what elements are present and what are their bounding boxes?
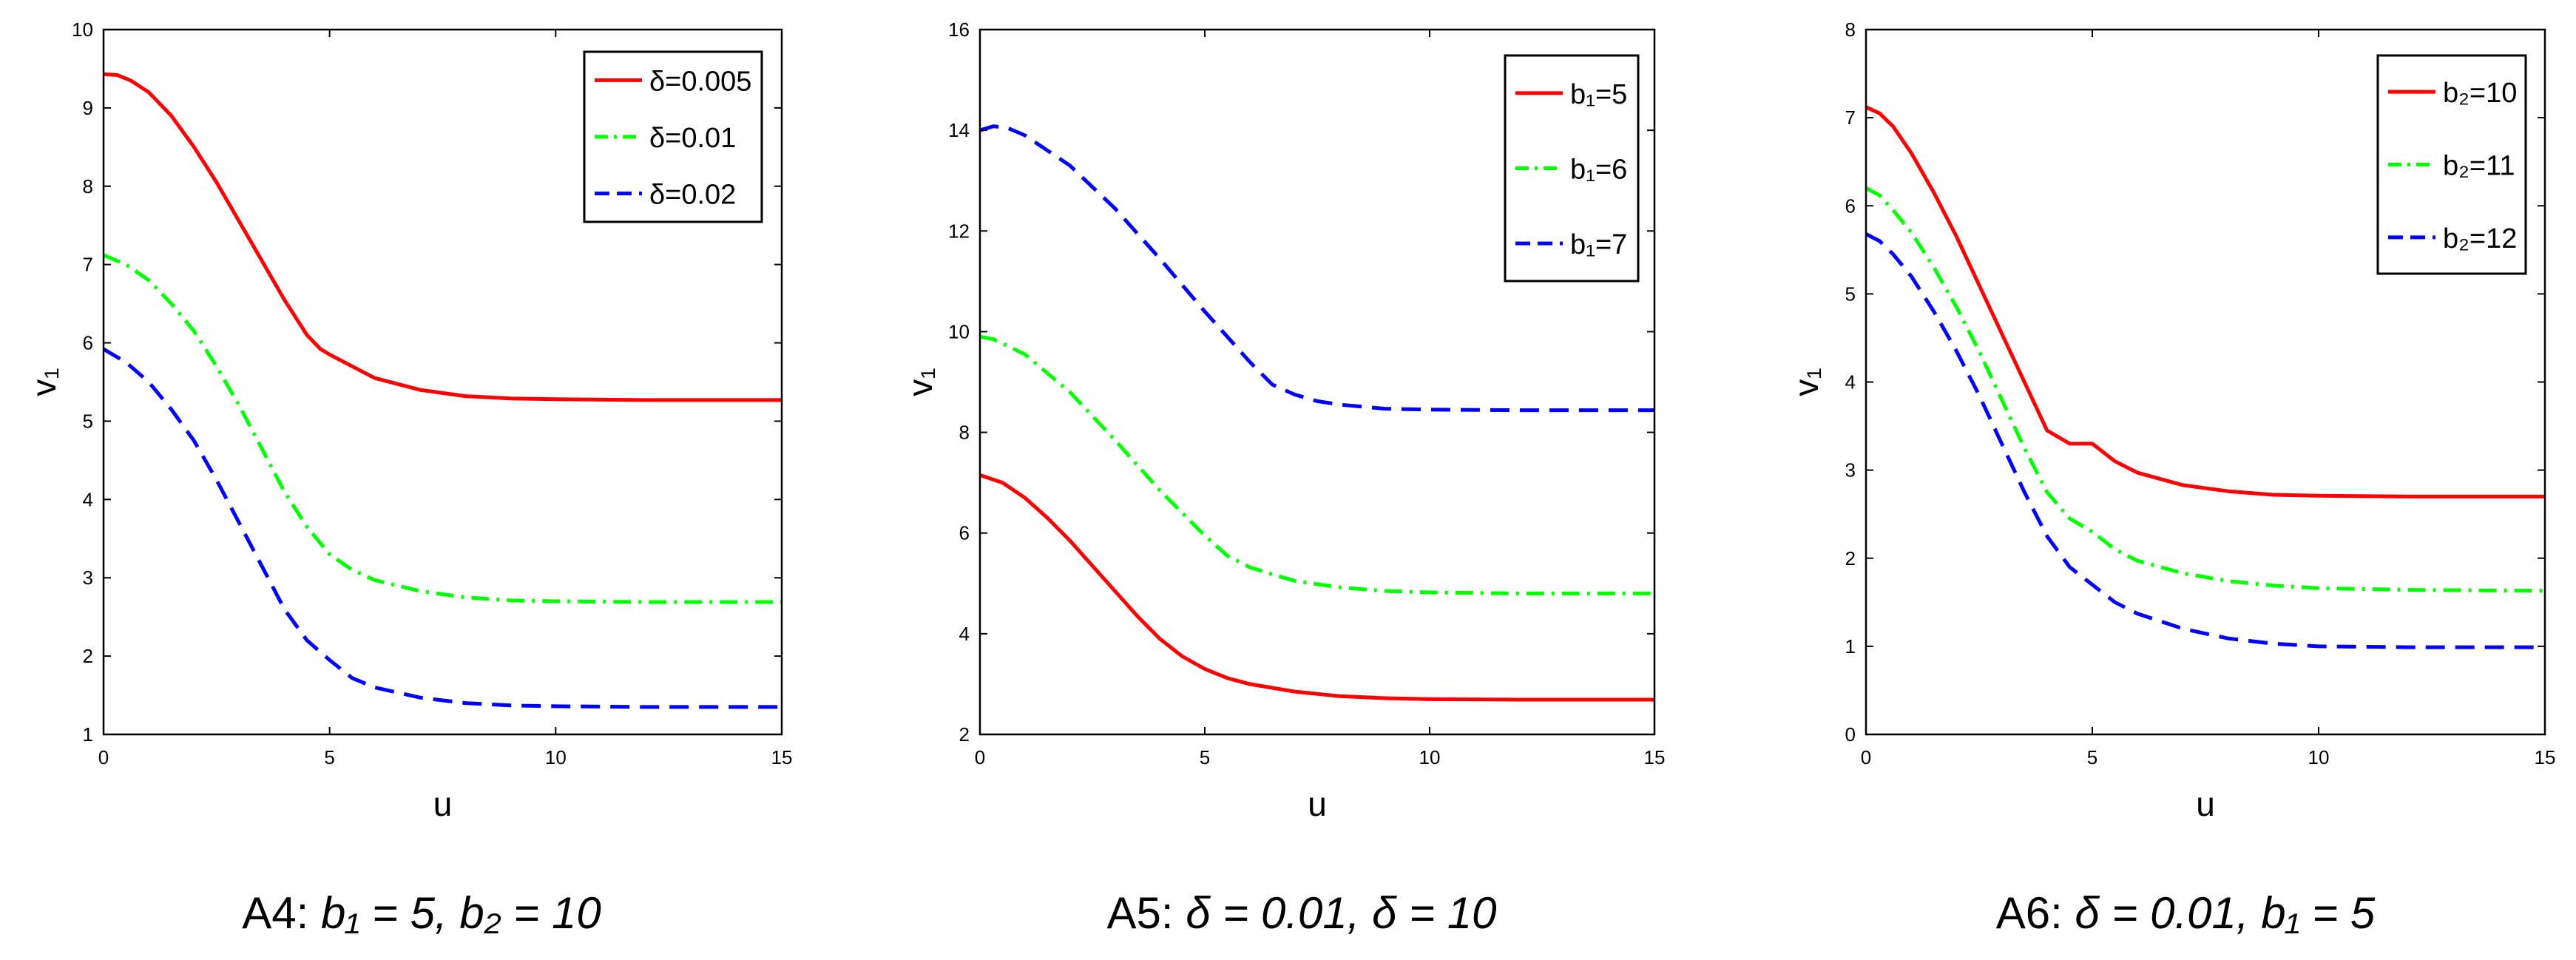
caption-expression: δ = 0.01, b₁ = 5 [2075, 888, 2376, 938]
panel-caption: A6: δ = 0.01, b₁ = 5 [1996, 888, 2376, 938]
panel-caption: A5: δ = 0.01, δ = 10 [1106, 888, 1496, 938]
x-axis-label: u [2196, 785, 2215, 823]
legend: δ=0.005 δ=0.01 δ=0.02 [583, 50, 763, 223]
caption-expression: b₁ = 5, b₂ = 10 [321, 888, 601, 938]
x-axis-label: u [1308, 785, 1327, 823]
x-tick-label: 15 [771, 746, 793, 768]
x-tick-label: 10 [1419, 746, 1441, 768]
legend: b₂=10 b₂=11 b₂=12 [2376, 54, 2527, 275]
y-tick-label: 8 [1845, 18, 1856, 41]
legend-label-2: b₁=6 [1570, 155, 1627, 186]
x-tick-label: 10 [2308, 746, 2330, 768]
plot-frame [978, 28, 1656, 736]
legend-label-2: δ=0.01 [649, 123, 736, 154]
legend-label-3: δ=0.02 [649, 180, 736, 211]
y-tick-label: 8 [959, 422, 970, 444]
caption-prefix: A4: [242, 888, 321, 938]
legend-label-1: b₁=5 [1570, 79, 1627, 110]
chart-panel-2: 0 5 10 15 2 4 6 8 10 12 14 16 u v₁ b₁=5 b₁=6 b₁=7 A5: δ =… [901, 18, 1665, 938]
x-tick-label: 10 [545, 746, 567, 768]
y-tick-label: 1 [1845, 635, 1856, 658]
series-line-2 [979, 334, 1654, 595]
y-tick-label: 7 [1845, 107, 1856, 129]
legend-label-1: δ=0.005 [649, 66, 751, 97]
y-tick-label: 9 [83, 97, 93, 119]
y-axis-label: v₁ [901, 368, 939, 396]
y-tick-label: 4 [959, 623, 970, 645]
y-tick-label: 2 [83, 645, 93, 667]
series-line-2 [103, 253, 782, 604]
panel-caption: A4: b₁ = 5, b₂ = 10 [242, 888, 601, 938]
y-tick-label: 1 [83, 723, 93, 746]
y-tick-label: 5 [1845, 283, 1856, 305]
y-tick-label: 14 [948, 119, 970, 141]
y-tick-label: 5 [83, 410, 93, 432]
x-tick-label: 15 [1644, 746, 1666, 768]
y-tick-label: 4 [1845, 371, 1856, 393]
legend: b₁=5 b₁=6 b₁=7 [1504, 54, 1640, 283]
chart-panel-3: 0 5 10 15 0 1 2 3 4 5 6 7 8 u v₁ b₂=10 b₂=11 b₂=12 A6: δ =… [1787, 18, 2555, 938]
caption-prefix: A5: [1106, 888, 1186, 938]
y-tick-label: 10 [948, 320, 970, 342]
y-tick-label: 8 [83, 175, 93, 197]
y-axis-label: v₁ [1787, 368, 1825, 396]
y-tick-label: 16 [948, 18, 970, 41]
series-line-2 [1865, 186, 2546, 593]
x-tick-label: 5 [324, 746, 334, 768]
y-tick-label: 10 [72, 18, 93, 41]
x-tick-label: 15 [2535, 746, 2556, 768]
y-tick-label: 12 [948, 220, 970, 242]
y-axis-label: v₁ [24, 368, 63, 396]
legend-label-3: b₂=12 [2443, 223, 2517, 254]
y-tick-label: 4 [83, 488, 93, 510]
y-tick-label: 3 [83, 567, 93, 589]
x-tick-label: 5 [2087, 746, 2097, 768]
caption-expression: δ = 0.01, δ = 10 [1186, 888, 1496, 938]
y-tick-label: 6 [959, 522, 970, 544]
y-tick-label: 0 [1845, 723, 1856, 746]
x-tick-label: 0 [1861, 746, 1871, 768]
y-tick-label: 6 [83, 332, 93, 354]
series-line-1 [1865, 105, 2545, 498]
legend-label-2: b₂=11 [2443, 151, 2515, 182]
x-axis-label: u [433, 785, 453, 823]
legend-label-3: b₁=7 [1570, 229, 1627, 260]
x-tick-label: 0 [975, 746, 985, 768]
plot-frame [102, 28, 783, 736]
series-line-1 [103, 72, 782, 402]
legend-label-1: b₂=10 [2443, 78, 2517, 109]
series-line-3 [979, 124, 1654, 413]
y-tick-label: 2 [959, 723, 970, 746]
series-line-3 [102, 347, 782, 709]
series-line-1 [979, 473, 1654, 702]
x-tick-label: 0 [98, 746, 109, 768]
x-tick-label: 5 [1200, 746, 1210, 768]
chart-panel-1: 0 5 10 15 1 2 3 4 5 6 7 8 9 10 u v₁ δ=0.005 δ=0.01 δ=0.02 A… [24, 18, 792, 938]
y-tick-label: 6 [1845, 195, 1856, 217]
y-tick-label: 2 [1845, 547, 1856, 569]
caption-prefix: A6: [1996, 888, 2075, 938]
series-line-3 [1865, 232, 2545, 649]
y-tick-label: 7 [83, 254, 93, 276]
y-tick-label: 3 [1845, 459, 1856, 481]
